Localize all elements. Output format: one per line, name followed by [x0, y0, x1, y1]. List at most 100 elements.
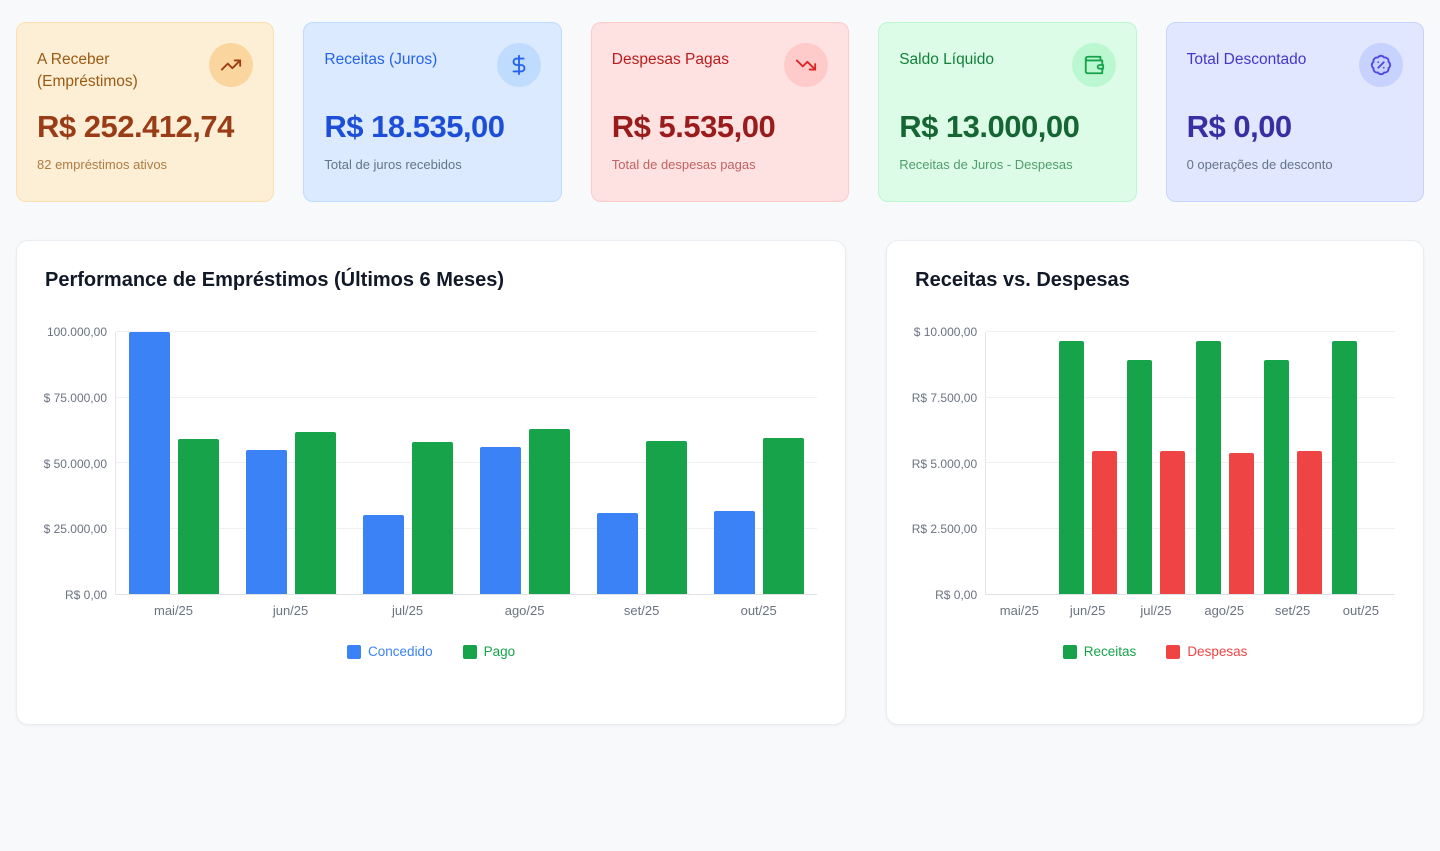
x-axis: mai/25 jun/25 jul/25 ago/25 set/25 out/25: [115, 603, 817, 618]
bar-pago-jul-25: [412, 442, 454, 594]
legend-swatch: [1166, 644, 1181, 659]
bar-receitas-ago-25: [1195, 341, 1221, 594]
card-title: Saldo Líquido: [899, 51, 994, 68]
bar-despesas-ago-25: [1228, 452, 1254, 594]
bar-despesas-jun-25: [1092, 451, 1118, 594]
y-axis-tick-label: 100.000,00: [46, 325, 107, 339]
bar-concedido-set-25: [596, 512, 638, 594]
trending-up-icon: [209, 43, 254, 87]
bar-concedido-jul-25: [363, 515, 405, 594]
income-vs-expenses-chart-card: Receitas vs. Despesas R$ 0,00 R$ 2.500,00…: [886, 240, 1424, 725]
gridline: [116, 527, 818, 529]
card-subtitle: Total de despesas pagas: [611, 157, 756, 172]
card-header: A Receber (Empréstimos): [37, 43, 254, 101]
card-value: R$ 13.000,00: [899, 109, 1080, 144]
gridline: [116, 462, 818, 463]
x-axis-label: jun/25: [1069, 603, 1106, 618]
legend-label: Pago: [483, 644, 516, 659]
card-title: A Receber (Empréstimos): [37, 51, 138, 90]
legend-item-despesas: Despesas: [1166, 644, 1247, 659]
bar-receitas-jul-25: [1127, 359, 1153, 594]
card-header: Receitas (Juros): [324, 43, 541, 101]
bar-receitas-jun-25: [1059, 341, 1085, 594]
plot-area: [985, 331, 1395, 595]
legend-item-concedido: Concedido: [347, 644, 433, 659]
y-axis-tick-label: $ 50.000,00: [43, 456, 107, 471]
legend-label: Concedido: [368, 644, 433, 659]
legend-label: Receitas: [1083, 644, 1137, 659]
chart-title: Receitas vs. Despesas: [915, 269, 1130, 291]
badge-percent-icon: [1358, 43, 1403, 87]
y-axis-tick-label: R$ 7.500,00: [911, 390, 978, 405]
trending-down-icon: [784, 43, 829, 87]
legend-label: Despesas: [1187, 644, 1248, 659]
x-axis-label: set/25: [1274, 603, 1311, 618]
card-value: R$ 0,00: [1186, 109, 1293, 144]
card-subtitle: Total de juros recebidos: [324, 157, 462, 172]
card-header: Total Descontado: [1187, 43, 1403, 101]
legend-swatch: [1062, 644, 1077, 659]
x-axis-label: mai/25: [999, 603, 1039, 618]
charts-row: Performance de Empréstimos (Últimos 6 Me…: [0, 240, 1440, 725]
x-axis-label: mai/25: [154, 603, 194, 618]
bar-pago-ago-25: [529, 428, 570, 594]
x-axis-label: out/25: [1342, 603, 1379, 618]
loans-performance-bar-chart: R$ 0,00 $ 25.000,00 $ 50.000,00 $ 75.000,00…: [43, 325, 818, 659]
x-axis: mai/25 jun/25 jul/25 ago/25 set/25 out/25: [985, 603, 1395, 618]
y-axis: R$ 0,00 R$ 2.500,00 R$ 5.000,00 R$ 7.500,00…: [911, 325, 985, 602]
bar-concedido-jun-25: [246, 449, 288, 594]
x-axis-label: out/25: [740, 603, 777, 618]
loans-performance-chart-card: Performance de Empréstimos (Últimos 6 Me…: [16, 240, 847, 725]
summary-cards-row: A Receber (Empréstimos) R$ 252.412,74 82…: [0, 0, 1440, 202]
bar-groups: [116, 332, 817, 594]
bar-receitas-out-25: [1331, 341, 1357, 594]
bar-group-ago-25: [1191, 332, 1259, 594]
bar-pago-set-25: [645, 440, 687, 594]
chart-title: Performance de Empréstimos (Últimos 6 Me…: [45, 269, 505, 291]
card-subtitle: 0 operações de desconto: [1186, 157, 1333, 172]
gridline: [986, 462, 1395, 463]
card-total-descontado: Total Descontado R$ 0,00 0 operações de …: [1165, 22, 1424, 202]
y-axis-tick-label: $ 75.000,00: [43, 390, 107, 405]
y-axis-tick-label: R$ 2.500,00: [911, 522, 978, 537]
legend-item-receitas: Receitas: [1062, 644, 1137, 659]
y-axis-tick-label: R$ 5.000,00: [911, 456, 978, 471]
bar-group-jun-25: [1054, 332, 1122, 594]
card-subtitle: 82 empréstimos ativos: [37, 157, 168, 172]
bar-group-mai-25: [116, 332, 233, 594]
card-title: Despesas Pagas: [611, 51, 729, 68]
chart-legend: Concedido Pago: [45, 644, 817, 659]
bar-despesas-set-25: [1296, 451, 1322, 594]
wallet-icon: [1071, 43, 1116, 87]
y-axis: R$ 0,00 $ 25.000,00 $ 50.000,00 $ 75.000,00…: [43, 325, 115, 602]
card-title: Receitas (Juros): [324, 51, 438, 68]
bar-group-set-25: [1259, 332, 1327, 594]
bar-group-jul-25: [350, 332, 467, 594]
card-subtitle: Receitas de Juros - Despesas: [899, 157, 1073, 172]
gridline: [986, 331, 1395, 332]
bar-pago-jun-25: [295, 431, 337, 594]
y-axis-tick-label: $ 10.000,00: [913, 325, 978, 339]
card-despesas-pagas: Despesas Pagas R$ 5.535,00 Total de desp…: [590, 22, 850, 202]
gridline: [986, 396, 1395, 398]
bar-pago-mai-25: [178, 439, 220, 594]
y-axis-tick-label: $ 25.000,00: [43, 522, 107, 537]
chart-legend: Receitas Despesas: [915, 644, 1395, 659]
legend-swatch: [347, 644, 362, 659]
bar-group-out-25: [1327, 332, 1395, 594]
gridline: [986, 527, 1395, 529]
bar-concedido-ago-25: [480, 447, 521, 594]
card-value: R$ 18.535,00: [324, 109, 505, 144]
gridline: [116, 396, 818, 398]
legend-swatch: [462, 644, 477, 659]
card-title: Total Descontado: [1186, 51, 1307, 68]
card-a-receber: A Receber (Empréstimos) R$ 252.412,74 82…: [16, 22, 275, 202]
bar-concedido-mai-25: [129, 332, 171, 594]
y-axis-tick-label: R$ 0,00: [64, 588, 107, 602]
card-saldo-liquido: Saldo Líquido R$ 13.000,00 Receitas de J…: [878, 22, 1137, 202]
card-value: R$ 5.535,00: [611, 109, 776, 144]
bar-group-jul-25: [1122, 332, 1190, 594]
card-value: R$ 252.412,74: [37, 109, 234, 144]
bar-group-ago-25: [467, 332, 584, 594]
bar-group-set-25: [583, 332, 700, 594]
